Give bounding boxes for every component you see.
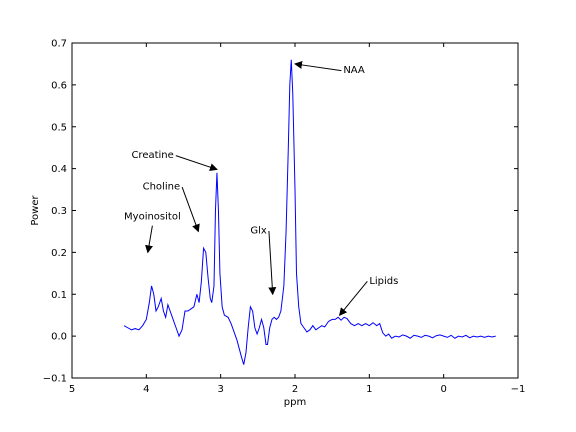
annotation-naa: NAA [343,65,365,76]
y-tick-label: 0.6 [51,80,67,91]
x-tick-label: 5 [69,384,75,395]
x-tick-label: 2 [292,384,298,395]
y-tick-label: 0.7 [51,39,67,50]
y-tick-label: 0.4 [51,164,67,175]
annotation-choline: Choline [143,182,181,193]
y-tick-label: 0.2 [51,248,67,259]
annotation-glx: Glx [250,226,267,237]
y-tick-label: −0.1 [43,374,67,385]
x-tick-label: 3 [217,384,223,395]
annotation-creatine: Creatine [131,150,173,161]
y-tick-label: 0.5 [51,122,67,133]
annotation-lipids: Lipids [369,276,398,287]
y-tick-label: 0.3 [51,206,67,217]
x-tick-label: −1 [511,384,526,395]
x-tick-label: 1 [366,384,372,395]
y-tick-label: 0.0 [51,332,67,343]
x-tick-label: 4 [143,384,149,395]
y-axis-label: Power [30,194,41,225]
annotation-myoinositol: Myoinositol [124,212,181,223]
x-tick-label: 0 [440,384,446,395]
y-tick-label: 0.1 [51,290,67,301]
x-axis-label: ppm [284,397,306,408]
